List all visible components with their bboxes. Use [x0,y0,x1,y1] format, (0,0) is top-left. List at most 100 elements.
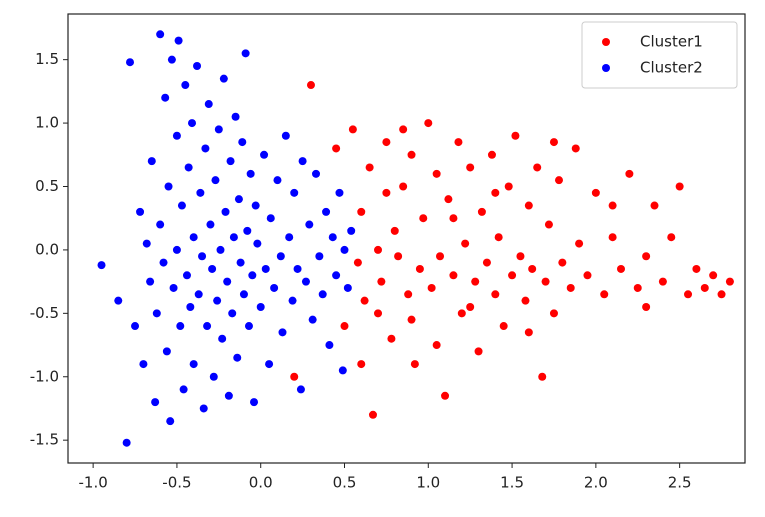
point [466,163,475,172]
y-tick-label: 1.0 [35,114,59,132]
point [340,245,349,254]
point [471,277,480,286]
point [214,125,223,134]
point [305,220,314,229]
point [239,290,248,299]
legend-box [581,21,738,89]
point [315,252,324,261]
point [377,277,386,286]
point [616,264,625,273]
point [382,188,391,197]
point [667,233,676,242]
point [549,138,558,147]
point [487,150,496,159]
point [231,112,240,121]
point [365,163,374,172]
point [139,360,148,369]
point [122,438,131,447]
point [477,207,486,216]
point [454,138,463,147]
point [449,271,458,280]
point [725,277,734,286]
point [186,302,195,311]
point [196,188,205,197]
point [213,296,222,305]
point [194,290,203,299]
point [650,201,659,210]
point [335,188,344,197]
point [182,271,191,280]
point [449,214,458,223]
point [290,372,299,381]
point [684,290,693,299]
point [692,264,701,273]
point [219,74,228,83]
point [285,233,294,242]
point [461,239,470,248]
point [399,125,408,134]
point [253,239,262,248]
point [444,195,453,204]
point [571,144,580,153]
point [353,258,362,267]
point [558,258,567,267]
point [201,144,210,153]
point [541,277,550,286]
x-tick-label: 1.0 [416,474,440,492]
point [244,322,253,331]
point [266,214,275,223]
point [172,245,181,254]
point [126,58,135,67]
point [238,138,247,147]
point [288,296,297,305]
point [147,157,156,166]
point [544,220,553,229]
point [382,138,391,147]
point [347,226,356,235]
point [234,195,243,204]
point [394,252,403,261]
point [248,271,257,280]
y-tick-label: 1.5 [35,50,59,68]
y-tick-label: 0.0 [35,240,59,258]
point [432,341,441,350]
point [174,36,183,45]
point [419,214,428,223]
point [390,226,399,235]
point [338,366,347,375]
point [179,385,188,394]
point [642,302,651,311]
point [410,360,419,369]
point [368,410,377,419]
point [524,328,533,337]
point [209,372,218,381]
legend-marker [602,64,610,72]
point [260,150,269,159]
point [251,201,260,210]
point [482,258,491,267]
y-tick-label: -1.5 [30,431,59,449]
point [177,201,186,210]
point [554,176,563,185]
point [189,233,198,242]
point [332,144,341,153]
point [508,271,517,280]
point [136,207,145,216]
point [301,277,310,286]
point [511,131,520,140]
point [114,296,123,305]
x-tick-label: 2.5 [668,474,692,492]
point [243,226,252,235]
x-tick-label: 0.5 [333,474,357,492]
point [625,169,634,178]
point [494,233,503,242]
point [357,207,366,216]
point [273,176,282,185]
y-tick-label: -1.0 [30,367,59,385]
point [290,188,299,197]
point [308,315,317,324]
point [256,302,265,311]
y-tick-label: 0.5 [35,177,59,195]
point [348,125,357,134]
